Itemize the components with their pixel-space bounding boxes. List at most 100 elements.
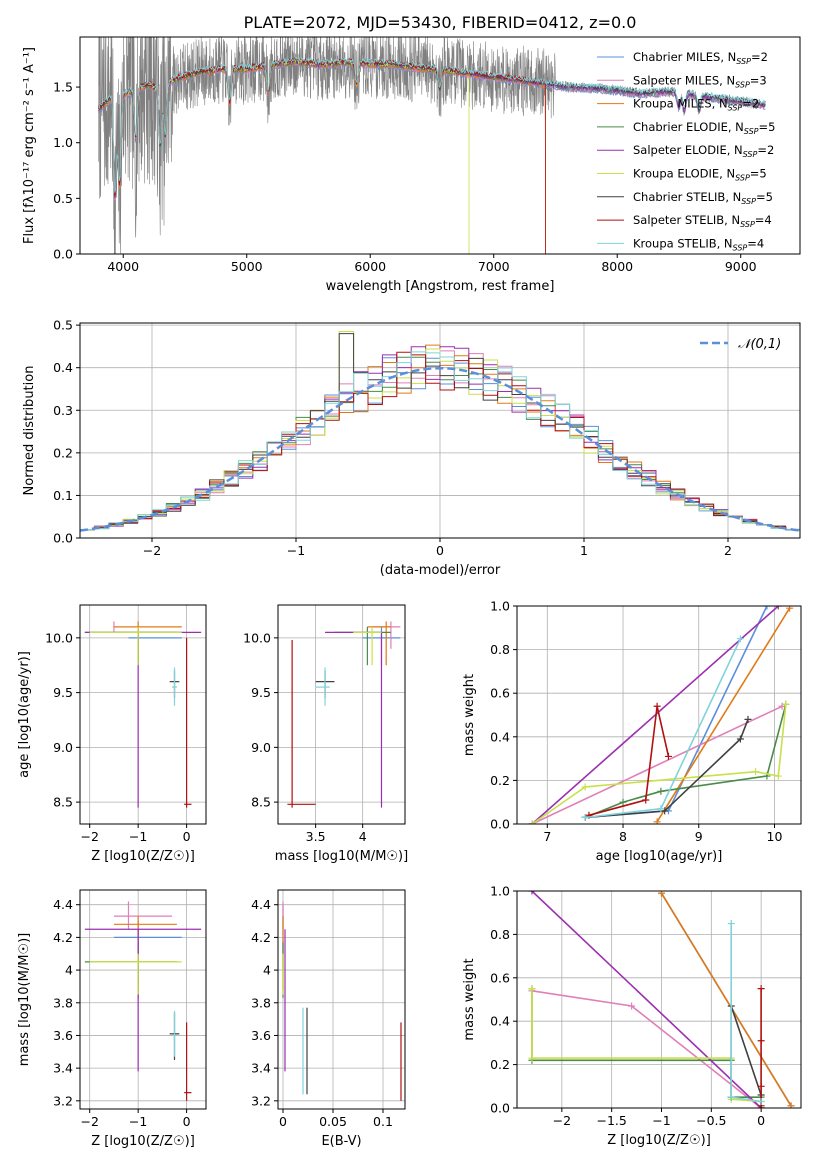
weight-point-2 <box>787 1102 795 1108</box>
y-tick-label: 0.6 <box>490 686 510 701</box>
legend-n: =2 <box>742 97 759 111</box>
weight-point-4 <box>774 606 782 610</box>
legend-label: Chabrier ELODIE, NSSP=5 <box>633 120 775 136</box>
weight-point-6 <box>661 807 669 815</box>
legend-name: Chabrier STELIB, N <box>633 190 741 204</box>
y-tick-label: 9.5 <box>251 685 271 700</box>
y-tick-label: 10.0 <box>243 630 271 645</box>
y-tick-label: 9.5 <box>53 685 73 700</box>
y-tick-label: 3.8 <box>251 995 271 1010</box>
legend-label: Salpeter STELIB, NSSP=4 <box>633 213 772 229</box>
plot-area <box>80 331 800 532</box>
x-tick-label: 7 <box>543 829 551 844</box>
legend-sub: SSP <box>728 104 743 113</box>
weight-point-2 <box>653 818 661 824</box>
y-tick-label: 1.5 <box>53 80 73 95</box>
x-tick-label: 5000 <box>231 259 263 274</box>
y-tick-label: 0.5 <box>53 191 73 206</box>
y-axis-label: Normed distribution <box>22 366 37 496</box>
x-tick-label: 4 <box>359 829 367 844</box>
plot-area <box>84 901 202 1101</box>
weight-point-5 <box>528 985 536 993</box>
axes-weight_vs_age: 7 8 9 10 0.0 0.2 0.4 0.6 0.8 1.0 age [log10(age/yr… <box>462 599 802 864</box>
x-tick-label: −2 <box>553 1113 571 1128</box>
x-tick-label: 7000 <box>478 259 510 274</box>
weight-point-5 <box>528 1054 536 1062</box>
weight-point-2 <box>786 606 794 612</box>
y-tick-label: 0.0 <box>53 247 73 262</box>
y-tick-label: 0.3 <box>53 403 73 418</box>
y-tick-label: 4.2 <box>251 930 271 945</box>
x-axis-label: Z [log10(Z/Z☉)] <box>607 1133 711 1148</box>
legend-label: Kroupa MILES, NSSP=2 <box>633 97 759 113</box>
y-tick-label: 0.2 <box>490 1057 510 1072</box>
plot-area <box>528 606 794 824</box>
y-tick-label: 4.4 <box>251 897 271 912</box>
weight-point-3 <box>619 798 627 806</box>
y-tick-label: 9.0 <box>53 740 73 755</box>
weight-point-6 <box>736 735 744 743</box>
x-tick-label: −1 <box>287 543 305 558</box>
legend-n: =2 <box>757 143 774 157</box>
weight-point-8 <box>757 1097 765 1105</box>
weight-point-7 <box>757 1082 765 1090</box>
x-tick-label: 0 <box>183 829 191 844</box>
axes-frame <box>516 890 802 1109</box>
x-axis-label: Z [log10(Z/Z☉)] <box>91 849 195 864</box>
plot-area <box>282 901 402 1101</box>
x-axis-label: wavelength [Angstrom, rest frame] <box>326 279 555 294</box>
legend-label: Chabrier MILES, NSSP=2 <box>633 50 768 66</box>
x-axis-label: age [log10(age/yr)] <box>596 849 723 864</box>
histogram-6 <box>80 333 800 531</box>
axes-frame <box>277 889 406 1110</box>
y-tick-label: 9.0 <box>251 740 271 755</box>
y-axis-label: Flux [fλ10⁻¹⁷ erg cm⁻² s⁻¹ A⁻¹] <box>22 47 37 244</box>
weight-line-1 <box>531 705 783 824</box>
axes-frame-group: −2 −1 0 1 2 0.0 0.1 0.2 0.3 0.4 0.5 (data-model)/er… <box>22 318 801 578</box>
normal-legend-label: 𝒩(0,1) <box>738 337 781 352</box>
legend-name: Chabrier MILES, N <box>633 50 736 64</box>
x-tick-label: 0.1 <box>373 1114 393 1129</box>
plot-area <box>84 621 202 808</box>
axes-frame-group: 3.5 4 8.5 9.0 9.5 10.0 mass [log10(M/M☉)] <box>243 604 408 864</box>
weight-point-7 <box>642 796 650 804</box>
figure-title: PLATE=2072, MJD=53430, FIBERID=0412, z=0… <box>244 13 637 32</box>
weight-point-5 <box>782 700 790 708</box>
x-tick-label: −2 <box>80 1114 98 1129</box>
y-tick-label: 3.4 <box>251 1061 271 1076</box>
x-tick-label: 9 <box>695 829 703 844</box>
legend-label: Chabrier STELIB, NSSP=5 <box>633 190 773 206</box>
x-tick-label: 4000 <box>107 259 139 274</box>
x-tick-label: 0.05 <box>319 1114 347 1129</box>
y-tick-label: 4 <box>65 963 73 978</box>
x-tick-label: 0 <box>279 1114 287 1129</box>
x-tick-label: 6000 <box>354 259 386 274</box>
axes-residuals: −2 −1 0 1 2 0.0 0.1 0.2 0.3 0.4 0.5 (data-model)/er… <box>22 318 801 578</box>
x-axis-label: E(B-V) <box>321 1134 361 1149</box>
axes-age_vs_Z: −2 −1 0 8.5 9.0 9.5 10.0 Z [log10(Z/Z☉)] age [lo… <box>17 604 207 864</box>
x-tick-label: 0 <box>757 1113 765 1128</box>
axes-frame-group: 4000 5000 6000 7000 8000 9000 0.0 0.5 1.0 1.5 wave… <box>22 36 801 294</box>
legend-sub: SSP <box>735 80 750 89</box>
y-tick-label: 3.2 <box>53 1093 73 1108</box>
x-tick-label: −0.5 <box>696 1113 726 1128</box>
plot-area <box>287 621 401 808</box>
y-tick-label: 8.5 <box>53 795 73 810</box>
x-tick-label: 0 <box>183 1114 191 1129</box>
axes-frame <box>277 604 406 825</box>
weight-line-2 <box>660 892 792 1107</box>
plot-area <box>98 37 766 254</box>
y-tick-label: 0.8 <box>490 642 510 657</box>
y-tick-label: 3.6 <box>53 1028 73 1043</box>
y-tick-label: 1.0 <box>490 599 510 614</box>
y-tick-label: 8.5 <box>251 795 271 810</box>
axes-frame <box>79 604 207 825</box>
legend-label: Salpeter ELODIE, NSSP=2 <box>633 143 774 159</box>
axes-mass_vs_Z: −2 −1 0 3.2 3.4 3.6 3.8 4 4.2 4.4 Z [log10(Z/Z☉)] m… <box>17 889 207 1149</box>
weight-point-2 <box>657 891 665 897</box>
x-tick-label: −1.5 <box>596 1113 626 1128</box>
x-tick-label: 8000 <box>601 259 633 274</box>
legend-sub: SSP <box>743 150 758 159</box>
x-tick-label: −2 <box>143 543 161 558</box>
